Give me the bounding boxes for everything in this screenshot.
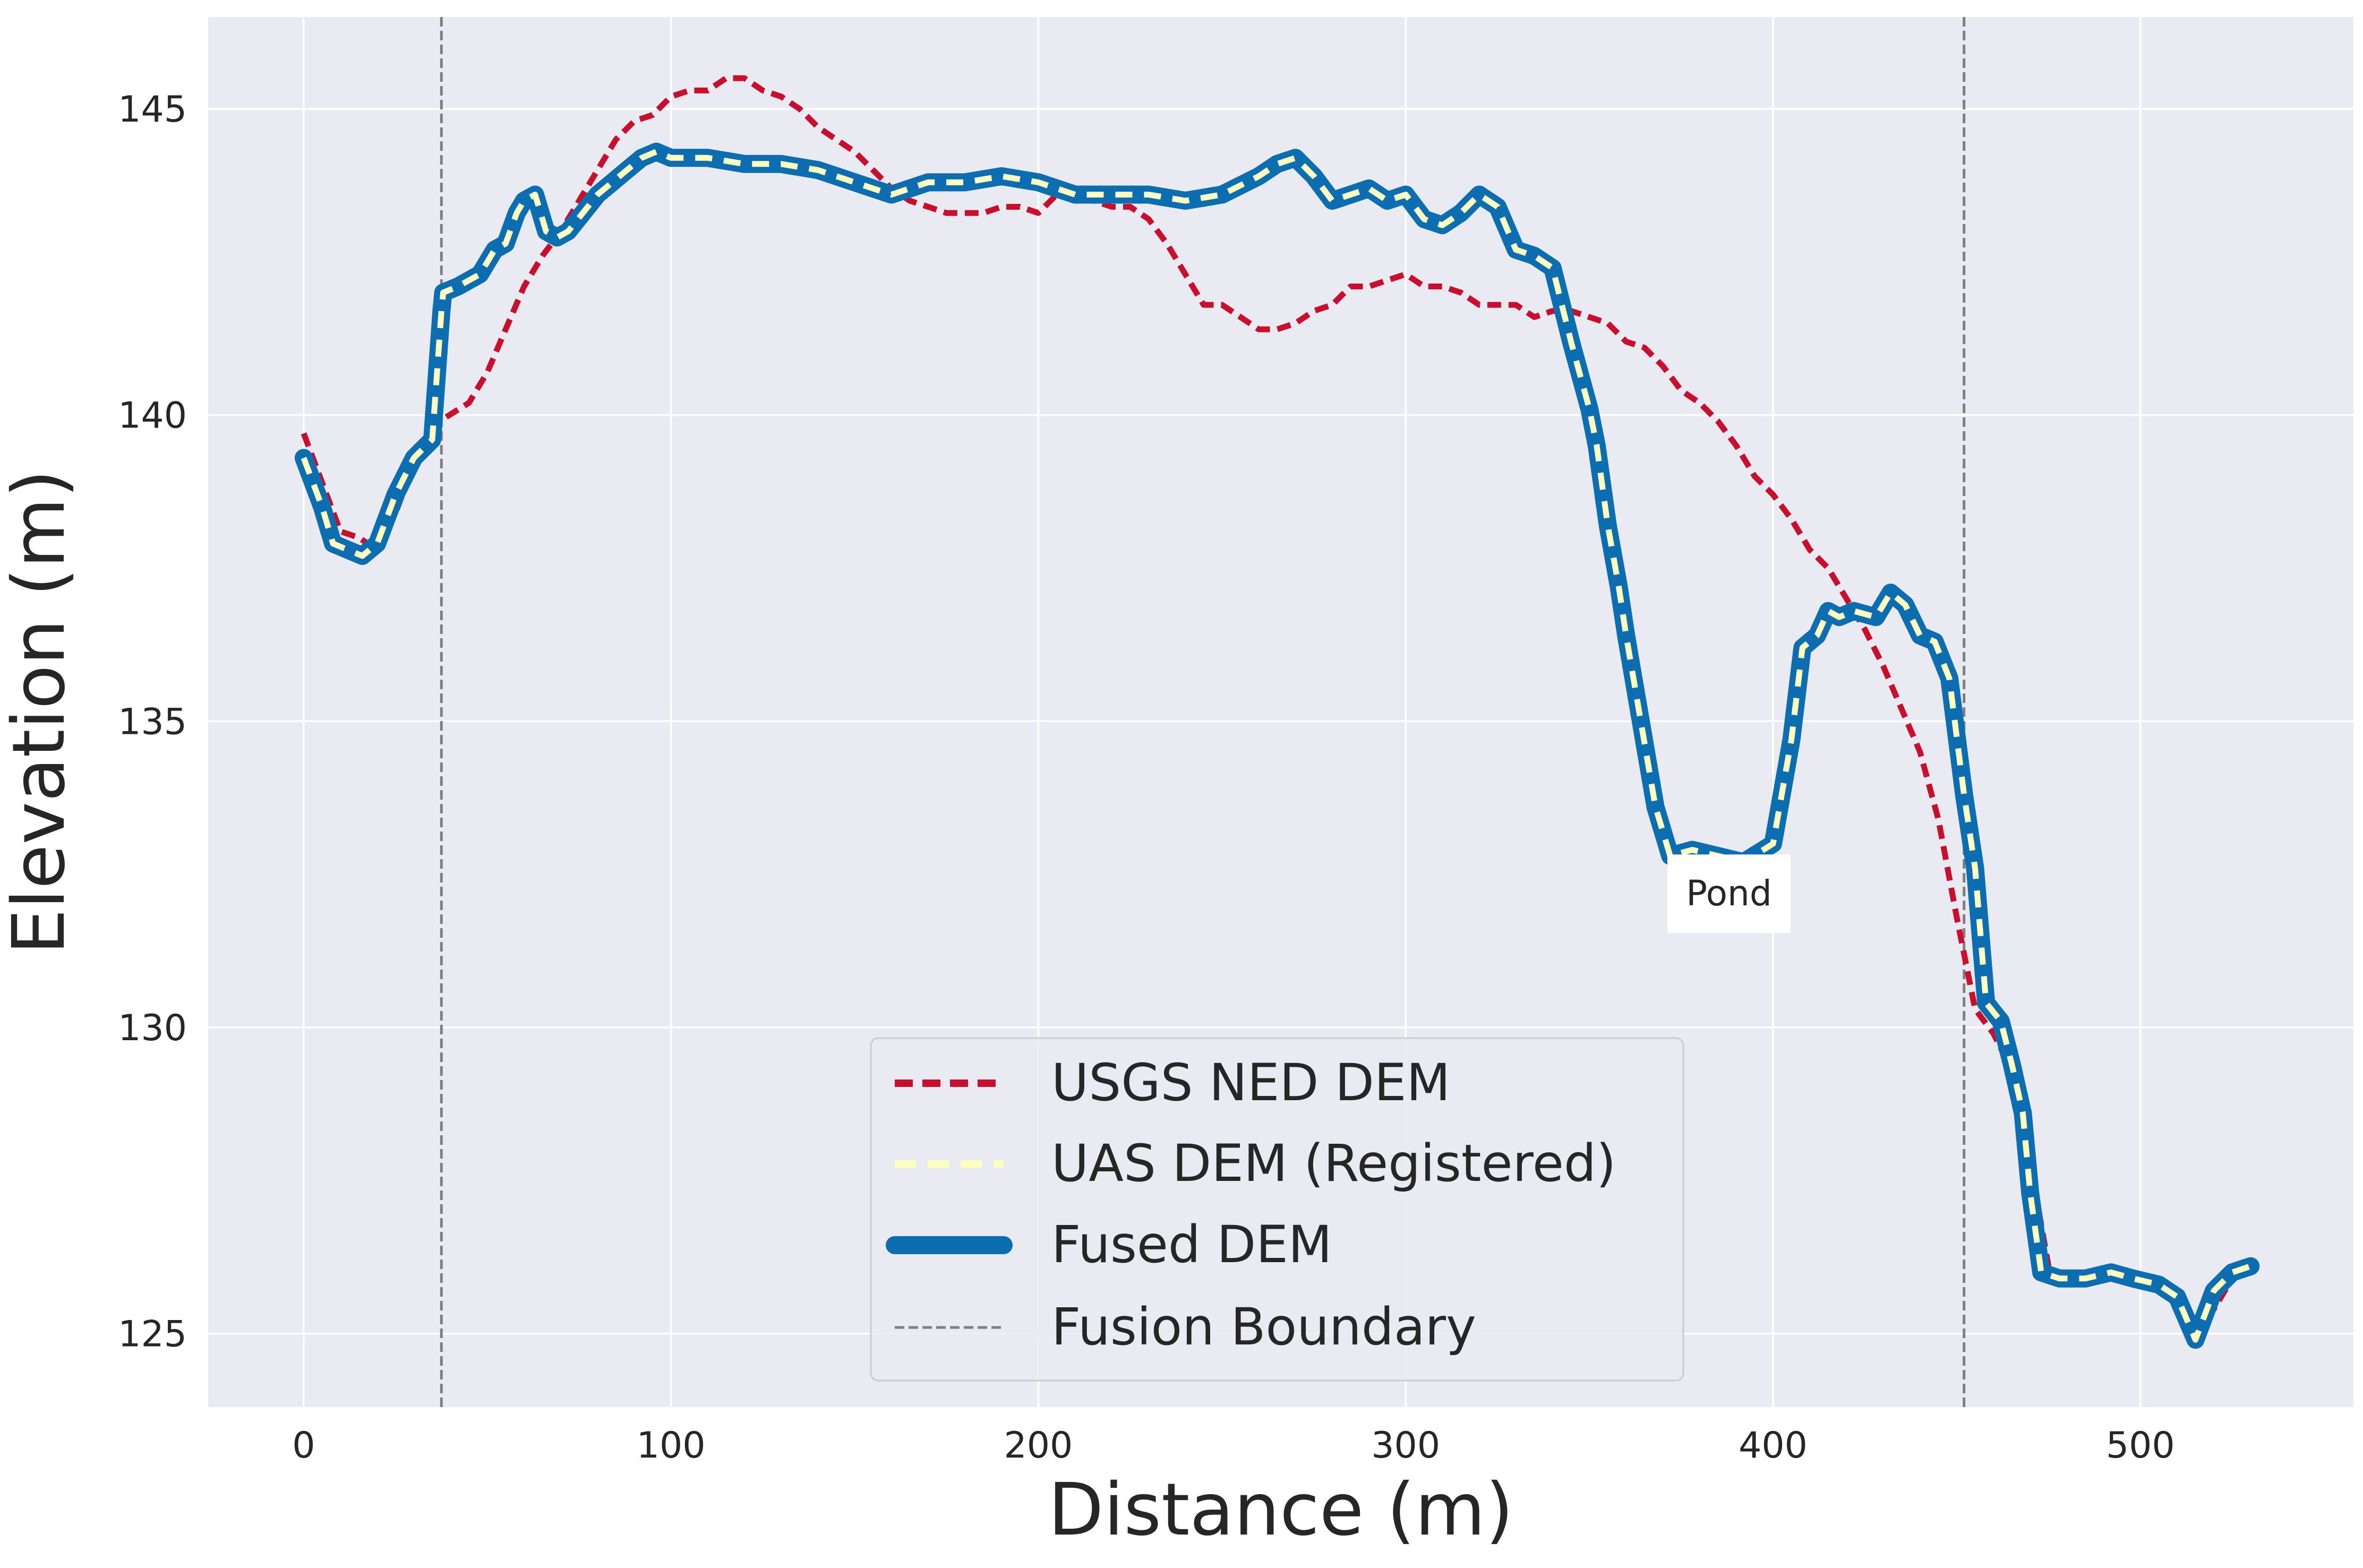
legend-label-uas: UAS DEM (Registered) [1051,1134,1616,1193]
tick-labels: 0 100 200 300 400 500 125 130 135 140 145 [118,89,2174,1467]
legend-box [870,1037,1684,1382]
legend-label-fused: Fused DEM [1051,1215,1332,1274]
y-axis-label: Elevation (m) [0,469,81,955]
legend-label-boundary: Fusion Boundary [1051,1297,1476,1357]
y-tick-label: 135 [118,701,187,743]
x-axis-label: Distance (m) [1048,1468,1514,1552]
y-tick-label: 125 [118,1314,187,1356]
pond-label-box [1667,854,1791,933]
x-tick-label: 200 [1004,1425,1073,1467]
x-tick-label: 500 [2106,1425,2175,1467]
annotation-layer: Pond [1667,854,1791,933]
x-tick-label: 400 [1739,1425,1808,1467]
legend-label-usgs: USGS NED DEM [1051,1053,1450,1112]
y-tick-label: 130 [118,1007,187,1049]
y-tick-label: 140 [118,395,187,437]
fusion-boundary-lines [440,17,1966,1407]
x-tick-label: 100 [637,1425,706,1467]
series-line-usgs [301,75,2253,1337]
series-layer [294,75,2260,1349]
x-tick-label: 0 [292,1425,315,1467]
y-tick-label: 145 [118,89,187,131]
series-line-uas [301,149,2252,1343]
legend: USGS NED DEM UAS DEM (Registered) Fused DE… [870,1037,1684,1382]
pond-label: Pond [1686,873,1772,914]
x-tick-label: 300 [1371,1425,1440,1467]
